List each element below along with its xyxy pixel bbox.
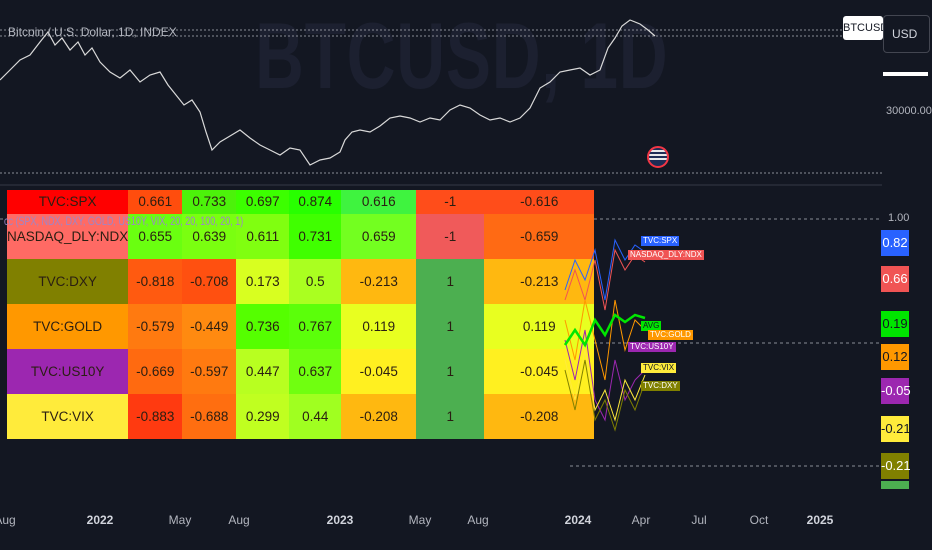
time-tick-label: Jul bbox=[691, 513, 707, 527]
series-tag: TVC:GOLD bbox=[648, 330, 693, 340]
correlation-cell: 0.5 bbox=[289, 259, 342, 304]
correlation-cell: 0.119 bbox=[484, 304, 595, 349]
correlation-cell: 0.299 bbox=[236, 394, 290, 439]
symbol-cell: TVC:US10Y bbox=[7, 349, 129, 394]
symbol-cell: TVC:GOLD bbox=[7, 304, 129, 349]
correlation-cell: -0.669 bbox=[128, 349, 183, 394]
correlation-cell: -0.045 bbox=[484, 349, 595, 394]
symbol-cell: TVC:DXY bbox=[7, 259, 129, 304]
correlation-cell: -0.579 bbox=[128, 304, 183, 349]
correlation-cell: 1 bbox=[416, 259, 485, 304]
series-tag: AVG bbox=[641, 321, 662, 331]
table-row: NASDAQ_DLY:NDX 0.655 0.639 0.611 0.731 0.659-… bbox=[7, 214, 595, 259]
correlation-cell: 1 bbox=[416, 304, 485, 349]
correlation-cell: -0.659 bbox=[484, 214, 595, 259]
value-badge: 0.66 bbox=[881, 266, 909, 292]
time-tick-label: Aug bbox=[228, 513, 250, 527]
time-tick-label: Aug bbox=[467, 513, 489, 527]
time-tick-label: Apr bbox=[631, 513, 651, 527]
us-flag-icon[interactable] bbox=[647, 146, 669, 168]
correlation-cell: 0.447 bbox=[236, 349, 290, 394]
correlation-cell: -0.213 bbox=[484, 259, 595, 304]
time-tick-label: Oct bbox=[749, 513, 769, 527]
correlation-cell: 0.733 bbox=[182, 190, 237, 214]
value-badge: 0.82 bbox=[881, 230, 909, 256]
indicator-level-label: 1.00 bbox=[888, 212, 910, 224]
symbol-cell: NASDAQ_DLY:NDX bbox=[7, 214, 129, 259]
indicator-title[interactable]: cc (SPX, NDX, DXY, GOLD, US10Y, VIX, 20,… bbox=[4, 214, 244, 228]
correlation-cell: -0.883 bbox=[128, 394, 183, 439]
series-tag: NASDAQ_DLY:NDX bbox=[628, 250, 704, 260]
correlation-cell: 0.44 bbox=[289, 394, 342, 439]
correlation-cell: 0.661 bbox=[128, 190, 183, 214]
time-tick-label: Aug bbox=[0, 513, 16, 527]
series-tag: TVC:VIX bbox=[641, 363, 677, 373]
correlation-cell: -0.708 bbox=[182, 259, 237, 304]
time-tick-label: 2022 bbox=[86, 513, 114, 527]
table-row: TVC:VIX -0.883 -0.688 0.299 0.44 -0.208 1 -0.20… bbox=[7, 394, 595, 439]
correlation-cell: -0.208 bbox=[341, 394, 417, 439]
correlation-cell: 0.767 bbox=[289, 304, 342, 349]
correlation-cell: 0.874 bbox=[289, 190, 342, 214]
symbol-watermark: BTCUSD, 1D bbox=[255, 3, 669, 108]
value-badge: -0.21 bbox=[881, 416, 911, 442]
value-badge: 0.12 bbox=[881, 344, 909, 370]
currency-underline bbox=[883, 72, 928, 76]
correlation-cell: 0.697 bbox=[236, 190, 290, 214]
correlation-cell: 1 bbox=[416, 349, 485, 394]
time-tick-label: 2023 bbox=[326, 513, 354, 527]
correlation-cell: -0.045 bbox=[341, 349, 417, 394]
time-axis[interactable] bbox=[0, 510, 932, 550]
correlation-cell: -0.208 bbox=[484, 394, 595, 439]
correlation-cell: -1 bbox=[416, 214, 485, 259]
value-badge-strip bbox=[881, 481, 909, 489]
value-badge: -0.21 bbox=[881, 453, 911, 479]
time-tick-label: May bbox=[168, 513, 192, 527]
symbol-cell: TVC:SPX bbox=[7, 190, 129, 214]
correlation-cell: -0.818 bbox=[128, 259, 183, 304]
table-row: TVC:US10Y -0.669 -0.597 0.447 0.637 -0.045 1 -0… bbox=[7, 349, 595, 394]
symbol-cell: TVC:VIX bbox=[7, 394, 129, 439]
correlation-cell: -0.213 bbox=[341, 259, 417, 304]
correlation-cell: 0.731 bbox=[289, 214, 342, 259]
correlation-cell: -0.449 bbox=[182, 304, 237, 349]
correlation-cell: -0.616 bbox=[484, 190, 595, 214]
price-level-label: 30000.00 bbox=[886, 105, 932, 117]
correlation-cell: 0.655 bbox=[128, 214, 183, 259]
currency-button[interactable]: USD bbox=[883, 15, 930, 53]
table-row: TVC:SPX 0.661 0.733 0.697 0.874 0.616 -1 -0.616 bbox=[7, 190, 595, 214]
correlation-cell: -0.688 bbox=[182, 394, 237, 439]
chart-canvas[interactable]: BTCUSD, 1D Bitcoin / U.S. Dollar, 1D, IN… bbox=[0, 0, 882, 510]
series-tag: TVC:SPX bbox=[641, 236, 680, 246]
correlation-cell: -1 bbox=[416, 190, 485, 214]
correlation-cell: 0.611 bbox=[236, 214, 290, 259]
time-tick-label: May bbox=[408, 513, 432, 527]
table-row: TVC:DXY -0.818 -0.708 0.173 0.5 -0.213 1 -0.213 bbox=[7, 259, 595, 304]
symbol-title[interactable]: Bitcoin / U.S. Dollar, 1D, INDEX bbox=[8, 25, 177, 39]
series-tag: TVC:US10Y bbox=[628, 342, 676, 352]
time-tick-label: 2024 bbox=[564, 513, 592, 527]
correlation-cell: -0.597 bbox=[182, 349, 237, 394]
time-tick-label: 2025 bbox=[806, 513, 834, 527]
value-badge: -0.05 bbox=[881, 378, 911, 404]
correlation-cell: 1 bbox=[416, 394, 485, 439]
correlation-cell: 0.736 bbox=[236, 304, 290, 349]
series-tag: TVC:DXY bbox=[641, 381, 680, 391]
table-row: TVC:GOLD -0.579 -0.449 0.736 0.767 0.119 1 0.11… bbox=[7, 304, 595, 349]
correlation-cell: 0.637 bbox=[289, 349, 342, 394]
correlation-cell: 0.119 bbox=[341, 304, 417, 349]
correlation-cell: 0.639 bbox=[182, 214, 237, 259]
symbol-price-tag: BTCUSD bbox=[843, 16, 888, 40]
value-badge: 0.19 bbox=[881, 311, 909, 337]
correlation-cell: 0.659 bbox=[341, 214, 417, 259]
correlation-cell: 0.616 bbox=[341, 190, 417, 214]
correlation-cell: 0.173 bbox=[236, 259, 290, 304]
